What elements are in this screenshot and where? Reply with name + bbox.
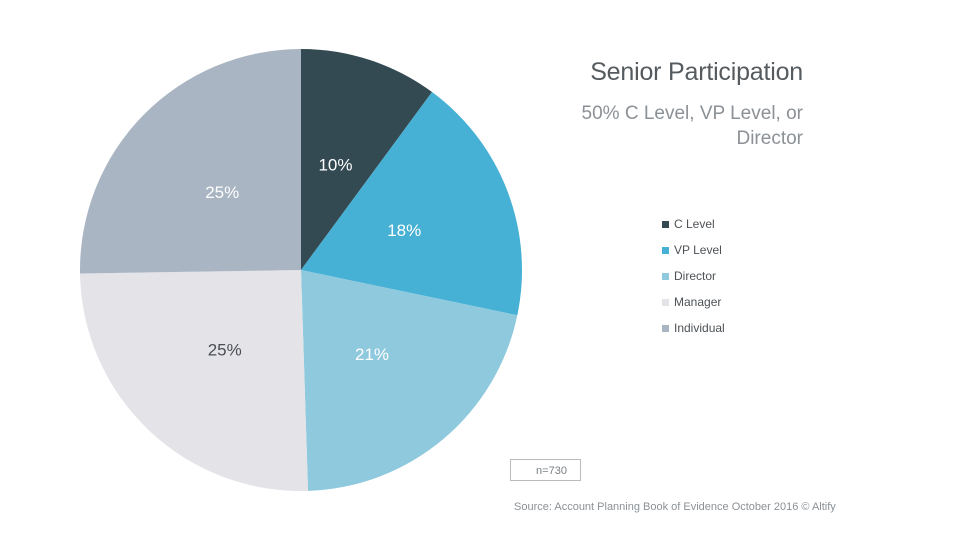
legend-label-manager: Manager [674, 295, 722, 309]
pie-slice-manager [80, 270, 309, 491]
pie-slice-individual [80, 49, 301, 274]
legend-label-c-level: C Level [674, 217, 715, 231]
legend-swatch-individual [662, 324, 669, 332]
legend-item-individual: Individual [662, 315, 725, 341]
legend-swatch-manager [662, 298, 669, 306]
legend-label-director: Director [674, 269, 717, 283]
legend-label-vp-level: VP Level [674, 243, 722, 257]
legend-item-c-level: C Level [662, 211, 725, 237]
data-label-director: 21% [355, 345, 389, 364]
pie-slice-vp-level [301, 92, 523, 316]
legend-label-individual: Individual [674, 321, 725, 335]
sample-size-box: n=730 [510, 459, 581, 481]
legend-item-vp-level: VP Level [662, 237, 725, 263]
data-label-c-level: 10% [318, 156, 352, 175]
chart-title: Senior Participation [590, 58, 803, 86]
data-label-vp-level: 18% [387, 221, 421, 240]
pie-slice-c-level [301, 49, 433, 270]
legend-swatch-vp-level [662, 246, 669, 254]
data-label-individual: 25% [205, 183, 239, 202]
legend-item-manager: Manager [662, 289, 725, 315]
legend-swatch-director [662, 272, 669, 280]
pie-slice-director [301, 270, 518, 491]
legend-swatch-c-level [662, 220, 669, 228]
legend-item-director: Director [662, 263, 725, 289]
source-note: Source: Account Planning Book of Evidenc… [514, 501, 836, 513]
legend: C Level VP Level Director Manager Indivi… [662, 211, 725, 341]
data-label-manager: 25% [208, 340, 242, 359]
chart-subtitle: 50% C Level, VP Level, or Director [581, 103, 803, 149]
